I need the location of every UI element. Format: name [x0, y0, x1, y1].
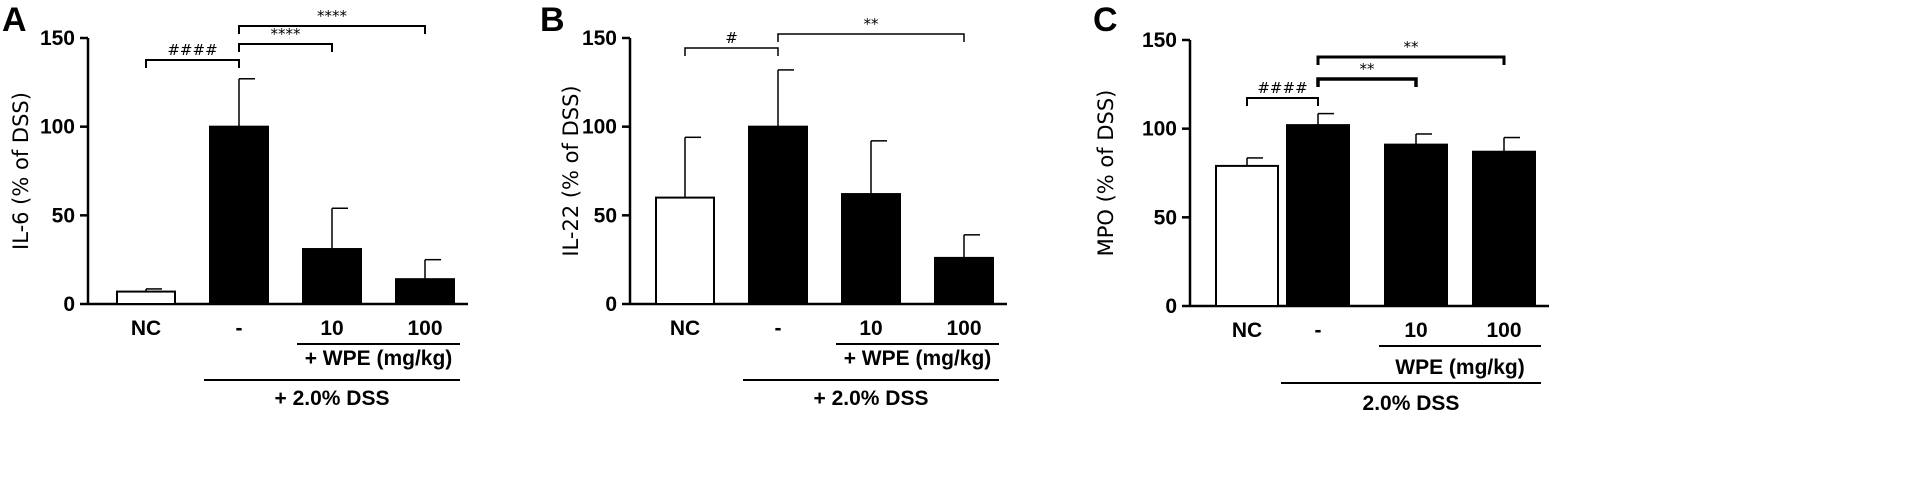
- y-tick-label: 0: [605, 293, 617, 316]
- bar: [1472, 150, 1536, 307]
- group-label: 2.0% DSS: [1363, 392, 1460, 415]
- y-tick-label: 50: [1154, 206, 1177, 229]
- bar: [748, 125, 808, 305]
- significance-label: ####: [1257, 79, 1307, 97]
- significance-bracket: [238, 43, 333, 52]
- group-label: + WPE (mg/kg): [844, 347, 992, 370]
- bar: [841, 193, 901, 305]
- bar: [1286, 124, 1350, 308]
- significance-label: **: [1360, 60, 1376, 78]
- bar: [209, 125, 269, 305]
- significance-label: **: [1404, 38, 1420, 56]
- bar: [116, 290, 176, 306]
- bar: [1215, 164, 1279, 307]
- significance-bracket: [777, 33, 965, 42]
- category-label: -: [1315, 319, 1322, 342]
- category-label: 10: [859, 317, 882, 340]
- category-label: 100: [1486, 319, 1521, 342]
- y-tick-label: 100: [1142, 118, 1177, 141]
- bar: [302, 248, 362, 306]
- y-tick-label: 150: [40, 27, 75, 50]
- significance-label: **: [864, 15, 880, 33]
- significance-label: #: [725, 29, 738, 47]
- group-label: + WPE (mg/kg): [305, 347, 453, 370]
- y-tick-label: 0: [63, 293, 75, 316]
- panel-letter: C: [1093, 1, 1118, 39]
- y-axis-label: IL-22 (% of DSS): [559, 85, 583, 256]
- y-tick-label: 100: [40, 116, 75, 139]
- y-tick-label: 150: [1142, 29, 1177, 52]
- bar: [655, 196, 715, 306]
- category-label: 10: [320, 317, 343, 340]
- category-label: NC: [670, 317, 700, 340]
- significance-bracket: [1316, 55, 1506, 65]
- category-label: -: [236, 317, 243, 340]
- y-axis-label: IL-6 (% of DSS): [9, 92, 33, 250]
- significance-bracket: [1246, 97, 1319, 106]
- group-label: + 2.0% DSS: [275, 387, 390, 410]
- category-label: 100: [407, 317, 442, 340]
- significance-bracket: [145, 59, 240, 68]
- category-label: NC: [1232, 319, 1262, 342]
- significance-bracket: [238, 25, 426, 34]
- significance-bracket: [1316, 77, 1418, 87]
- category-label: -: [775, 317, 782, 340]
- category-label: 10: [1404, 319, 1427, 342]
- significance-label: ####: [167, 41, 217, 59]
- y-tick-label: 0: [1165, 295, 1177, 318]
- bar: [395, 278, 455, 306]
- bar: [934, 256, 994, 306]
- category-label: 100: [946, 317, 981, 340]
- bar: [1384, 143, 1448, 307]
- group-label: WPE (mg/kg): [1395, 356, 1525, 379]
- y-tick-label: 100: [582, 116, 617, 139]
- significance-label: ****: [317, 7, 348, 25]
- y-tick-label: 50: [594, 204, 617, 227]
- panel-letter: A: [2, 1, 27, 39]
- significance-label: ****: [271, 25, 302, 43]
- y-axis-label: MPO (% of DSS): [1094, 90, 1118, 257]
- significance-bracket: [684, 47, 779, 56]
- y-tick-label: 150: [582, 27, 617, 50]
- y-tick-label: 50: [52, 204, 75, 227]
- group-label: + 2.0% DSS: [814, 387, 929, 410]
- panel-letter: B: [540, 1, 565, 39]
- category-label: NC: [131, 317, 161, 340]
